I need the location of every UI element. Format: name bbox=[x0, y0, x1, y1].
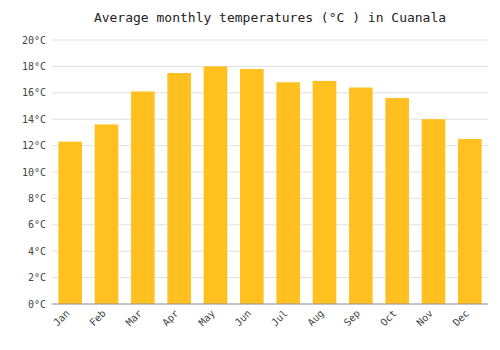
bar bbox=[313, 81, 337, 304]
x-tick-label: Mar bbox=[124, 308, 145, 329]
x-tick-label: Jan bbox=[51, 308, 72, 329]
chart-svg: Average monthly temperatures (°C ) in Cu… bbox=[0, 0, 500, 350]
x-axis: Jan Feb Mar Apr May Jun Jul Aug Sep Oct Nov Dec bbox=[51, 308, 471, 329]
grid-line bbox=[52, 92, 488, 93]
bar bbox=[204, 66, 228, 304]
x-tick-label: Jul bbox=[269, 308, 290, 329]
x-tick-label: Jun bbox=[233, 308, 254, 329]
grid-line bbox=[52, 304, 488, 305]
x-tick-label: May bbox=[196, 308, 217, 329]
y-tick-label: 2°C bbox=[28, 272, 46, 283]
chart-title: Average monthly temperatures (°C ) in Cu… bbox=[94, 10, 446, 25]
y-axis: 0°C 2°C 4°C 6°C 8°C 10°C 12°C 14°C 16°C 18°C 20°C bbox=[22, 35, 46, 310]
y-tick-label: 12°C bbox=[22, 140, 46, 151]
y-tick-label: 6°C bbox=[28, 219, 46, 230]
bar bbox=[458, 139, 482, 304]
bar bbox=[131, 91, 155, 304]
y-tick-label: 8°C bbox=[28, 193, 46, 204]
y-tick-label: 0°C bbox=[28, 299, 46, 310]
grid-line bbox=[52, 40, 488, 41]
bars bbox=[58, 66, 481, 304]
bar bbox=[95, 124, 119, 304]
grid-line bbox=[52, 66, 488, 67]
x-tick-label: Apr bbox=[160, 308, 181, 329]
y-tick-label: 18°C bbox=[22, 61, 46, 72]
y-grid bbox=[52, 40, 488, 304]
bar bbox=[422, 119, 446, 304]
x-tick-label: Sep bbox=[342, 308, 363, 329]
bar bbox=[385, 98, 409, 304]
bar bbox=[167, 73, 191, 304]
y-tick-label: 10°C bbox=[22, 167, 46, 178]
bar bbox=[349, 88, 373, 304]
x-tick-label: Aug bbox=[305, 308, 326, 329]
x-tick-label: Dec bbox=[451, 308, 472, 329]
bar bbox=[276, 82, 300, 304]
x-tick-label: Feb bbox=[87, 308, 108, 329]
x-tick-label: Oct bbox=[378, 308, 399, 329]
chart-container: Average monthly temperatures (°C ) in Cu… bbox=[0, 0, 500, 350]
bar bbox=[58, 142, 82, 304]
x-tick-label: Nov bbox=[414, 308, 435, 329]
y-tick-label: 14°C bbox=[22, 114, 46, 125]
y-tick-label: 20°C bbox=[22, 35, 46, 46]
bar bbox=[240, 69, 264, 304]
x-axis-line bbox=[52, 304, 488, 305]
y-tick-label: 4°C bbox=[28, 246, 46, 257]
y-tick-label: 16°C bbox=[22, 87, 46, 98]
